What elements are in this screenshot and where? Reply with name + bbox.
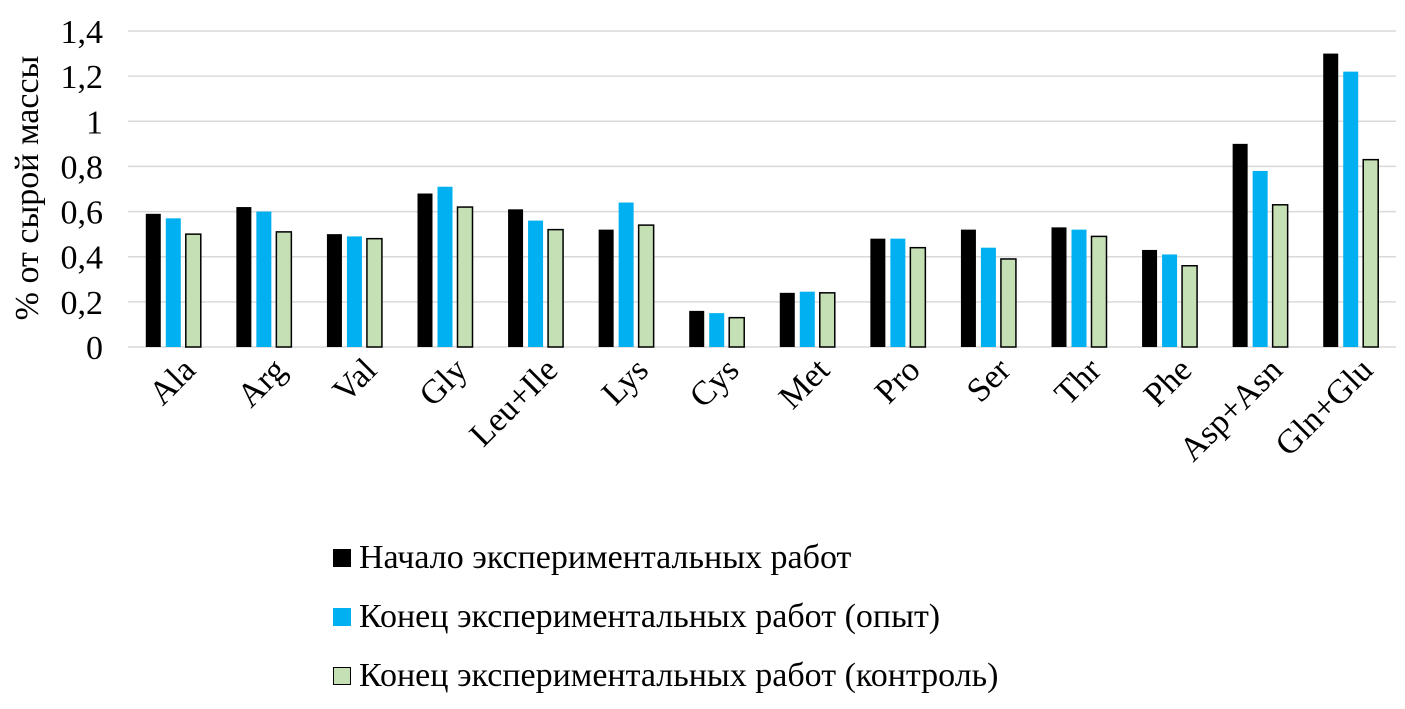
x-tick-label: Leu+Ile bbox=[463, 351, 565, 453]
y-tick-label: 1,2 bbox=[61, 59, 104, 96]
y-tick-label: 0,2 bbox=[61, 285, 104, 322]
bar-arg-series-1 bbox=[236, 207, 252, 347]
legend-label: Конец экспериментальных работ (контроль) bbox=[359, 656, 999, 694]
legend-item-end-control: Конец экспериментальных работ (контроль) bbox=[333, 646, 999, 705]
legend-swatch-end-experiment bbox=[333, 607, 351, 626]
bar-pro-series-1 bbox=[870, 238, 886, 347]
x-tick-label: Phe bbox=[1137, 351, 1199, 413]
bar-ala-series-3 bbox=[185, 233, 202, 348]
bar-met-series-3 bbox=[819, 292, 836, 348]
bar-gly-series-2 bbox=[437, 186, 453, 347]
x-tick-label: Gln+Glu bbox=[1269, 351, 1381, 463]
bar-phe-series-3 bbox=[1181, 264, 1198, 348]
x-tick-label: Lys bbox=[595, 351, 656, 412]
bar-lys-series-2 bbox=[618, 202, 634, 347]
bar-ala-series-1 bbox=[145, 213, 161, 347]
bar-asp-asn-series-2 bbox=[1252, 170, 1268, 347]
bar-gly-series-3 bbox=[456, 206, 474, 348]
bar-cys-series-3 bbox=[728, 316, 745, 348]
bar-pro-series-2 bbox=[890, 238, 906, 347]
bar-gln-glu-series-3 bbox=[1362, 158, 1379, 348]
legend-label: Конец экспериментальных работ (опыт) bbox=[359, 597, 941, 635]
x-tick-label: Val bbox=[326, 351, 384, 409]
bar-pro-series-3 bbox=[909, 246, 927, 348]
bar-met-series-1 bbox=[779, 292, 795, 347]
bars bbox=[145, 53, 1379, 348]
bar-asp-asn-series-1 bbox=[1232, 143, 1248, 347]
legend-item-start: Начало экспериментальных работ bbox=[333, 528, 999, 587]
bar-val-series-2 bbox=[346, 236, 362, 347]
y-tick-label: 0 bbox=[86, 330, 103, 367]
x-tick-label: Gly bbox=[412, 351, 474, 413]
bar-phe-series-2 bbox=[1162, 254, 1178, 347]
bar-gln-glu-series-1 bbox=[1323, 53, 1339, 347]
bar-arg-series-2 bbox=[256, 211, 272, 347]
x-tick-label: Thr bbox=[1048, 351, 1109, 412]
legend-item-end-experiment: Конец экспериментальных работ (опыт) bbox=[333, 587, 999, 646]
bar-gly-series-1 bbox=[417, 193, 433, 347]
y-axis-label: % от сырой массы bbox=[9, 55, 46, 320]
bar-ser-series-1 bbox=[960, 229, 976, 347]
bar-leu-ile-series-1 bbox=[508, 209, 524, 347]
bar-arg-series-3 bbox=[275, 231, 293, 348]
gridlines bbox=[128, 30, 1396, 348]
bar-ser-series-3 bbox=[1000, 258, 1017, 348]
legend-label: Начало экспериментальных работ bbox=[359, 538, 852, 576]
bar-lys-series-3 bbox=[637, 224, 655, 348]
bar-gln-glu-series-2 bbox=[1343, 71, 1359, 347]
bar-leu-ile-series-3 bbox=[547, 228, 564, 348]
bar-ser-series-2 bbox=[980, 247, 996, 347]
x-tick-label: Pro bbox=[868, 351, 928, 411]
bar-ala-series-2 bbox=[165, 218, 181, 347]
bar-val-series-1 bbox=[326, 234, 342, 347]
y-tick-label: 0,8 bbox=[61, 149, 104, 186]
x-tick-label: Cys bbox=[683, 351, 747, 415]
bar-val-series-3 bbox=[366, 237, 383, 348]
bar-met-series-2 bbox=[799, 291, 815, 347]
legend: Начало экспериментальных работ Конец экс… bbox=[333, 528, 999, 705]
x-tick-label: Ser bbox=[960, 351, 1019, 410]
bar-cys-series-2 bbox=[709, 313, 725, 347]
bar-lys-series-1 bbox=[598, 229, 614, 347]
y-tick-label: 1 bbox=[86, 104, 103, 141]
bar-cys-series-1 bbox=[689, 310, 705, 347]
y-tick-label: 0,6 bbox=[61, 195, 104, 232]
bar-thr-series-2 bbox=[1071, 229, 1087, 347]
y-tick-label: 1,4 bbox=[61, 14, 104, 51]
y-tick-label: 0,4 bbox=[61, 240, 104, 277]
bar-leu-ile-series-2 bbox=[528, 220, 544, 347]
bar-phe-series-1 bbox=[1142, 249, 1158, 347]
legend-swatch-start bbox=[333, 548, 351, 567]
x-tick-label: Ala bbox=[142, 351, 203, 412]
y-axis-ticks: 0 0,2 0,4 0,6 0,8 1 1,2 1,4 bbox=[61, 14, 104, 367]
x-tick-label: Arg bbox=[230, 351, 293, 414]
bar-thr-series-3 bbox=[1090, 235, 1108, 348]
bar-asp-asn-series-3 bbox=[1271, 204, 1289, 348]
legend-swatch-end-control bbox=[333, 666, 351, 685]
x-tick-label: Met bbox=[772, 351, 837, 416]
bar-thr-series-1 bbox=[1051, 227, 1067, 347]
